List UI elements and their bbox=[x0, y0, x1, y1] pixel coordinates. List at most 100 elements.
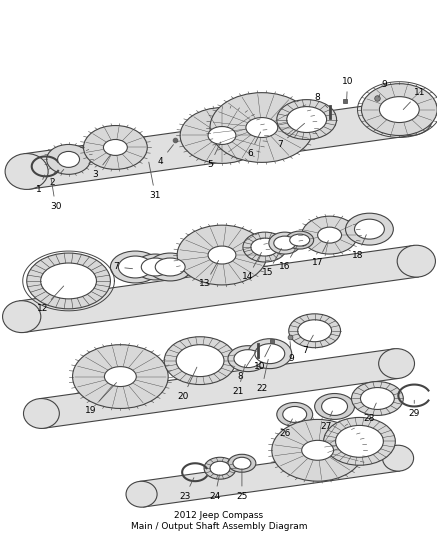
Text: 9: 9 bbox=[289, 342, 295, 363]
Text: 11: 11 bbox=[403, 88, 425, 110]
Ellipse shape bbox=[233, 457, 251, 469]
Text: 17: 17 bbox=[312, 240, 328, 266]
Ellipse shape bbox=[155, 258, 185, 276]
Ellipse shape bbox=[346, 213, 393, 245]
Ellipse shape bbox=[164, 337, 236, 384]
Text: 28: 28 bbox=[364, 403, 376, 423]
Ellipse shape bbox=[390, 100, 433, 135]
Text: 18: 18 bbox=[352, 235, 366, 260]
Ellipse shape bbox=[228, 454, 256, 472]
Text: 8: 8 bbox=[315, 93, 328, 108]
Ellipse shape bbox=[204, 457, 236, 479]
Ellipse shape bbox=[318, 227, 342, 243]
Ellipse shape bbox=[290, 234, 310, 246]
Ellipse shape bbox=[397, 245, 435, 277]
Ellipse shape bbox=[251, 238, 279, 256]
Ellipse shape bbox=[118, 256, 152, 278]
Ellipse shape bbox=[324, 417, 396, 465]
Ellipse shape bbox=[378, 349, 414, 378]
Ellipse shape bbox=[126, 481, 157, 507]
Ellipse shape bbox=[234, 350, 262, 368]
Text: 4: 4 bbox=[157, 144, 173, 166]
Text: 7: 7 bbox=[113, 262, 133, 271]
Ellipse shape bbox=[321, 398, 347, 415]
Text: 21: 21 bbox=[232, 365, 245, 396]
Ellipse shape bbox=[180, 108, 264, 164]
Text: 14: 14 bbox=[242, 253, 261, 281]
Ellipse shape bbox=[208, 126, 236, 144]
Text: 19: 19 bbox=[85, 383, 117, 415]
Text: 15: 15 bbox=[262, 248, 281, 278]
Text: 8: 8 bbox=[237, 351, 256, 381]
Text: 20: 20 bbox=[177, 367, 197, 401]
Ellipse shape bbox=[243, 232, 287, 262]
Text: 24: 24 bbox=[209, 475, 221, 500]
Text: 12: 12 bbox=[37, 286, 64, 313]
Ellipse shape bbox=[361, 84, 437, 135]
Ellipse shape bbox=[24, 399, 60, 429]
Ellipse shape bbox=[272, 419, 364, 481]
Ellipse shape bbox=[286, 231, 314, 249]
Ellipse shape bbox=[84, 126, 147, 169]
Ellipse shape bbox=[228, 346, 268, 372]
Ellipse shape bbox=[255, 344, 285, 364]
Ellipse shape bbox=[47, 144, 91, 174]
Text: 2012 Jeep Compass
Main / Output Shaft Assembly Diagram: 2012 Jeep Compass Main / Output Shaft As… bbox=[131, 511, 307, 531]
Polygon shape bbox=[24, 100, 414, 189]
Ellipse shape bbox=[141, 258, 169, 276]
Ellipse shape bbox=[302, 440, 334, 461]
Text: 6: 6 bbox=[247, 132, 261, 158]
Ellipse shape bbox=[336, 425, 383, 457]
Ellipse shape bbox=[287, 107, 327, 133]
Ellipse shape bbox=[73, 345, 168, 408]
Ellipse shape bbox=[104, 367, 136, 386]
Ellipse shape bbox=[382, 445, 413, 471]
Ellipse shape bbox=[269, 232, 301, 254]
Ellipse shape bbox=[314, 393, 354, 419]
Text: 1: 1 bbox=[36, 175, 45, 194]
Polygon shape bbox=[19, 245, 419, 333]
Text: 9: 9 bbox=[378, 80, 387, 97]
Text: 13: 13 bbox=[199, 261, 219, 288]
Ellipse shape bbox=[58, 151, 80, 167]
Ellipse shape bbox=[176, 345, 224, 377]
Ellipse shape bbox=[354, 219, 385, 239]
Ellipse shape bbox=[148, 253, 192, 281]
Ellipse shape bbox=[302, 216, 357, 254]
Text: 23: 23 bbox=[180, 478, 194, 500]
Ellipse shape bbox=[3, 301, 41, 333]
Text: 25: 25 bbox=[236, 469, 247, 500]
Ellipse shape bbox=[208, 246, 236, 264]
Ellipse shape bbox=[274, 236, 296, 250]
Ellipse shape bbox=[283, 407, 307, 423]
Ellipse shape bbox=[103, 140, 127, 156]
Ellipse shape bbox=[360, 387, 394, 409]
Text: 5: 5 bbox=[207, 142, 221, 169]
Text: 3: 3 bbox=[92, 155, 111, 179]
Ellipse shape bbox=[298, 320, 332, 342]
Text: 7: 7 bbox=[277, 123, 304, 149]
Text: 29: 29 bbox=[409, 400, 420, 418]
Ellipse shape bbox=[352, 382, 403, 415]
Text: 10: 10 bbox=[254, 345, 271, 371]
Ellipse shape bbox=[41, 263, 96, 299]
Ellipse shape bbox=[379, 96, 419, 123]
Polygon shape bbox=[39, 349, 399, 429]
Text: 26: 26 bbox=[279, 419, 293, 438]
Ellipse shape bbox=[246, 118, 278, 138]
Polygon shape bbox=[140, 446, 400, 507]
Ellipse shape bbox=[210, 93, 314, 163]
Text: 30: 30 bbox=[50, 178, 61, 211]
Ellipse shape bbox=[5, 154, 48, 189]
Ellipse shape bbox=[277, 100, 336, 140]
Text: 10: 10 bbox=[342, 77, 353, 100]
Ellipse shape bbox=[210, 461, 230, 475]
Ellipse shape bbox=[177, 225, 267, 285]
Text: 16: 16 bbox=[279, 246, 297, 271]
Text: 22: 22 bbox=[256, 359, 268, 393]
Text: 27: 27 bbox=[320, 411, 332, 431]
Ellipse shape bbox=[135, 254, 175, 280]
Ellipse shape bbox=[248, 339, 292, 369]
Text: 31: 31 bbox=[149, 162, 161, 200]
Ellipse shape bbox=[110, 251, 160, 283]
